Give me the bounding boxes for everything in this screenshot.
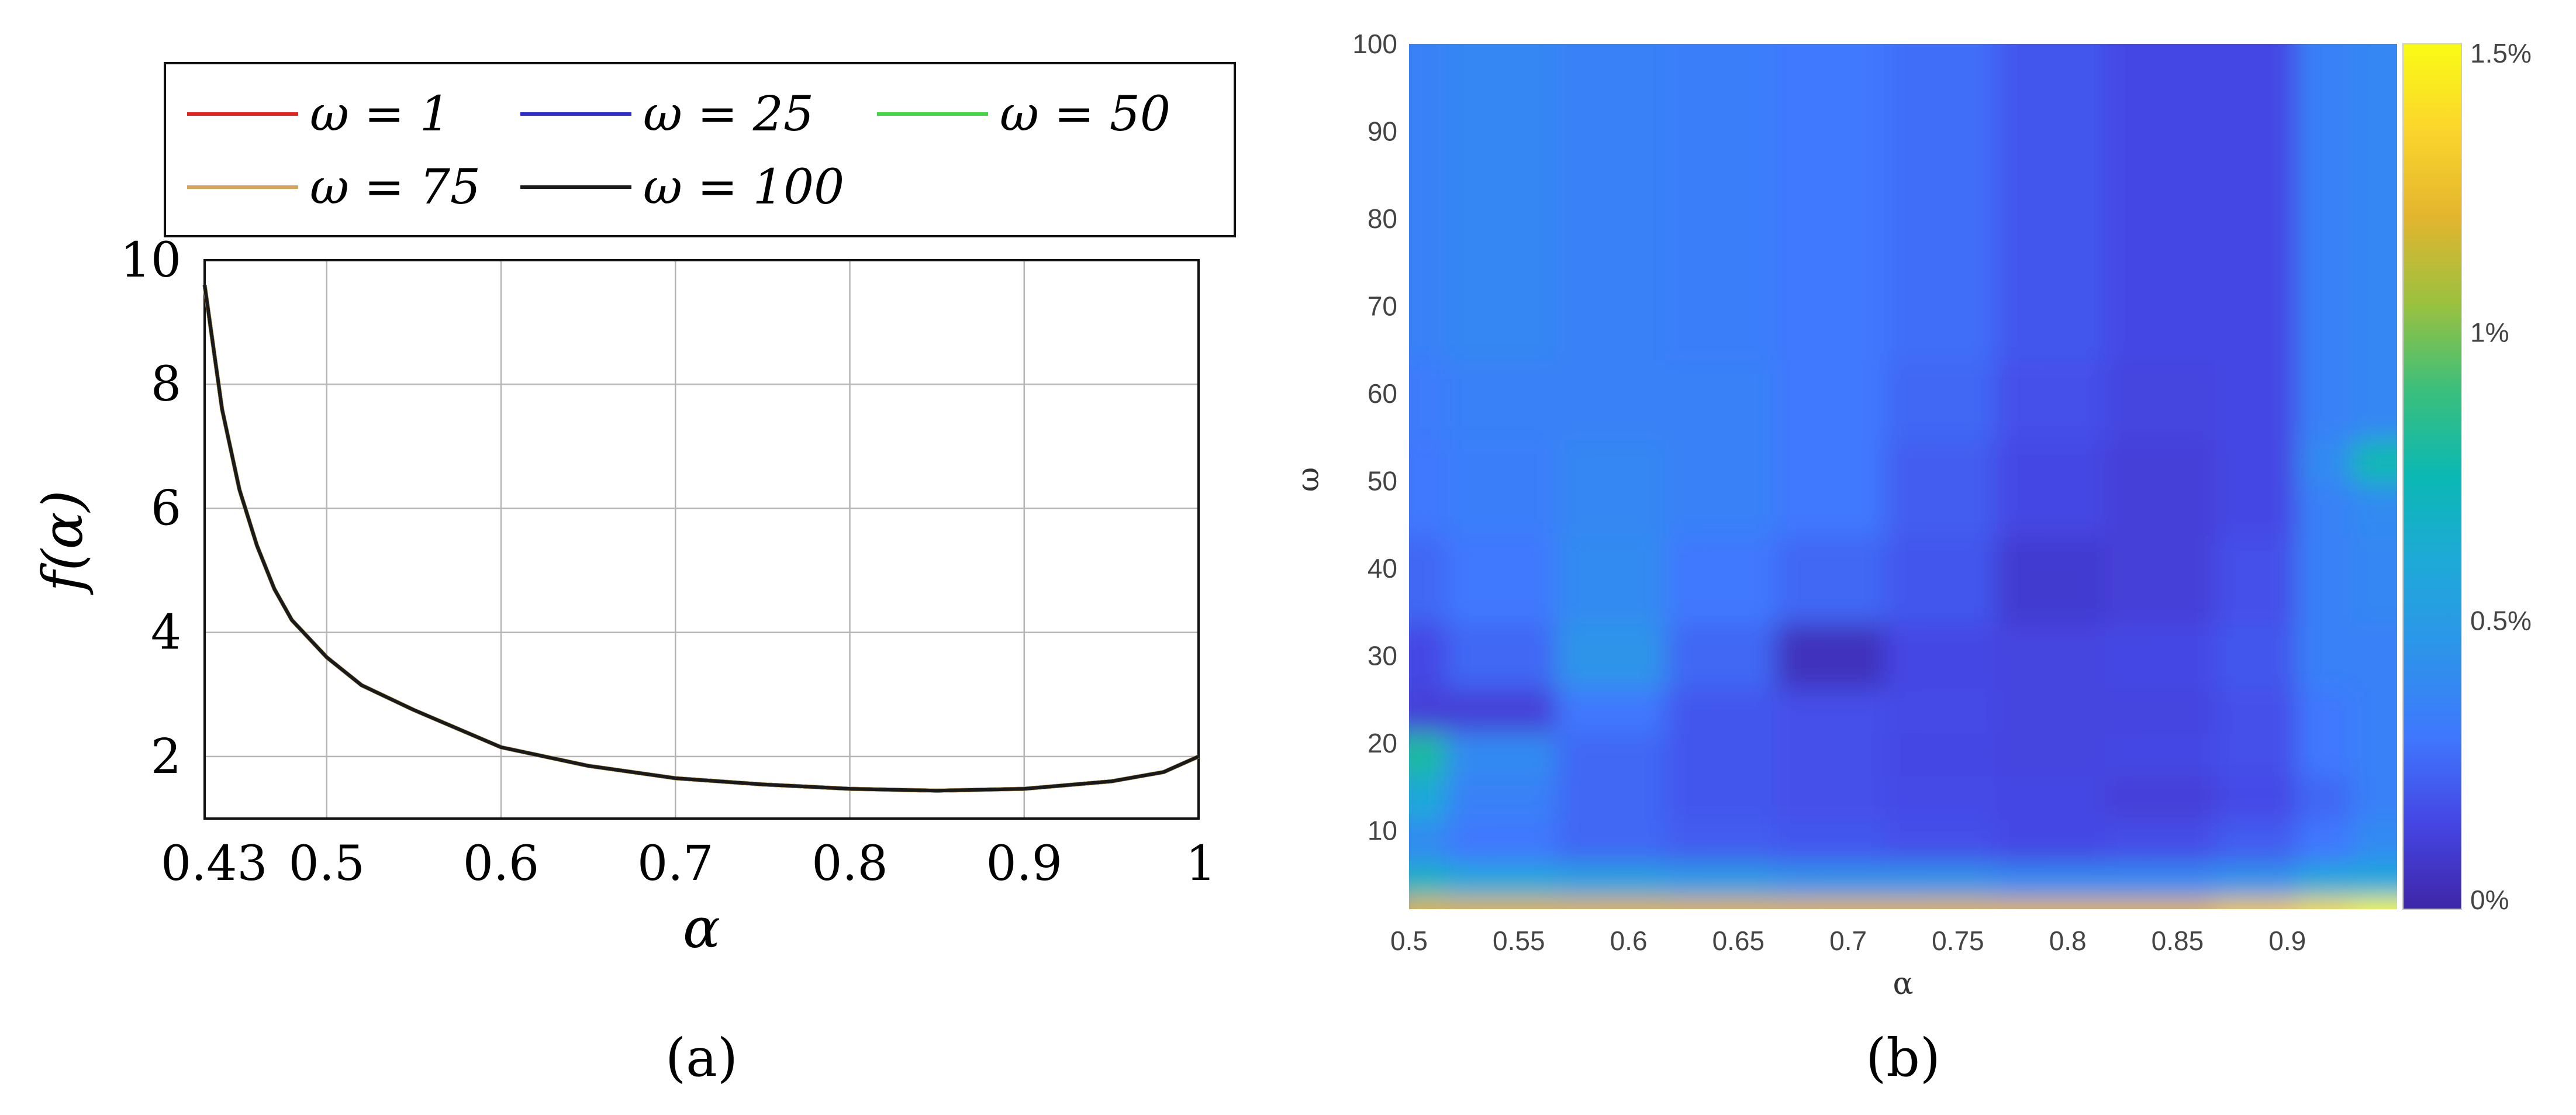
series-line bbox=[203, 284, 1200, 793]
x-tick-label: 0.65 bbox=[1712, 926, 1765, 956]
y-tick-label: 50 bbox=[1368, 465, 1397, 496]
colorbar-tick-label: 0.5% bbox=[2470, 606, 2532, 636]
y-tick-label: 70 bbox=[1368, 291, 1397, 321]
heatmap-cell bbox=[2352, 44, 2397, 99]
caption-a: (a) bbox=[665, 1027, 738, 1089]
x-tick-label: 0.43 bbox=[161, 836, 268, 892]
y-tick-label: 100 bbox=[1352, 29, 1397, 59]
y-tick-labels: 10 20 30 40 50 60 70 80 90 100 bbox=[1352, 29, 1397, 845]
y-tick-labels: 2 4 6 8 10 bbox=[120, 233, 181, 785]
y-tick-label: 8 bbox=[151, 357, 181, 412]
x-tick-label: 0.6 bbox=[463, 836, 539, 892]
y-axis-label: ω bbox=[1291, 467, 1326, 492]
colorbar-tick-labels: 0% 0.5% 1% 1.5% bbox=[2470, 38, 2532, 915]
x-tick-label: 0.9 bbox=[986, 836, 1062, 892]
colorbar-tick-label: 1.5% bbox=[2470, 38, 2532, 68]
y-tick-label: 4 bbox=[151, 605, 181, 661]
x-tick-label: 0.85 bbox=[2152, 926, 2204, 956]
y-tick-label: 90 bbox=[1368, 116, 1397, 146]
x-tick-labels: 0.5 0.55 0.6 0.65 0.7 0.75 0.8 0.85 0.9 bbox=[1390, 926, 2306, 956]
x-tick-labels: 0.43 0.5 0.6 0.7 0.8 0.9 1 bbox=[161, 836, 1216, 892]
heatmap-panel: 0.5 0.55 0.6 0.65 0.7 0.75 0.8 0.85 0.9 10 20 30 40… bbox=[1291, 29, 2532, 1089]
y-tick-label: 30 bbox=[1368, 640, 1397, 671]
legend-label: ω = 50 bbox=[1000, 87, 1170, 142]
y-tick-label: 40 bbox=[1368, 553, 1397, 584]
legend-label: ω = 75 bbox=[310, 160, 481, 215]
series-line bbox=[202, 284, 1200, 793]
heatmap-cells bbox=[1409, 44, 2397, 909]
x-tick-label: 0.5 bbox=[289, 836, 365, 892]
y-tick-label: 10 bbox=[1368, 815, 1397, 845]
legend-label: ω = 1 bbox=[310, 87, 450, 142]
grid-lines bbox=[205, 260, 1199, 819]
x-tick-label: 0.9 bbox=[2268, 926, 2306, 956]
x-tick-label: 0.7 bbox=[1829, 926, 1867, 956]
caption-b: (b) bbox=[1866, 1027, 1940, 1089]
series-lines bbox=[202, 284, 1200, 793]
y-tick-label: 6 bbox=[151, 481, 181, 536]
x-tick-label: 0.55 bbox=[1493, 926, 1545, 956]
legend-box bbox=[164, 62, 1236, 237]
x-tick-label: 0.7 bbox=[637, 836, 713, 892]
colorbar-tick-label: 0% bbox=[2470, 885, 2509, 915]
x-axis-label: α bbox=[1893, 966, 1913, 1002]
plot-frame bbox=[203, 259, 1200, 820]
x-tick-label: 1 bbox=[1186, 836, 1216, 892]
y-tick-label: 2 bbox=[151, 729, 181, 785]
colorbar-tick-label: 1% bbox=[2470, 317, 2509, 347]
series-line bbox=[202, 284, 1200, 793]
series-line bbox=[202, 284, 1200, 793]
x-tick-label: 0.75 bbox=[1932, 926, 1984, 956]
y-tick-label: 20 bbox=[1368, 728, 1397, 758]
legend-label: ω = 100 bbox=[643, 160, 844, 215]
x-tick-label: 0.8 bbox=[812, 836, 888, 892]
colorbar bbox=[2402, 43, 2462, 910]
legend: ω = 1 ω = 25 ω = 50 ω = 75 ω = 100 bbox=[187, 87, 1170, 215]
y-tick-label: 60 bbox=[1368, 378, 1397, 409]
x-axis-label: α bbox=[683, 896, 720, 961]
x-tick-label: 0.8 bbox=[2049, 926, 2087, 956]
y-tick-label: 10 bbox=[120, 233, 181, 288]
series-line bbox=[202, 284, 1200, 793]
y-axis-label: f(α) bbox=[31, 490, 95, 595]
y-tick-label: 80 bbox=[1368, 203, 1397, 234]
x-tick-label: 0.5 bbox=[1390, 926, 1428, 956]
legend-label: ω = 25 bbox=[643, 87, 814, 142]
x-tick-label: 0.6 bbox=[1610, 926, 1648, 956]
